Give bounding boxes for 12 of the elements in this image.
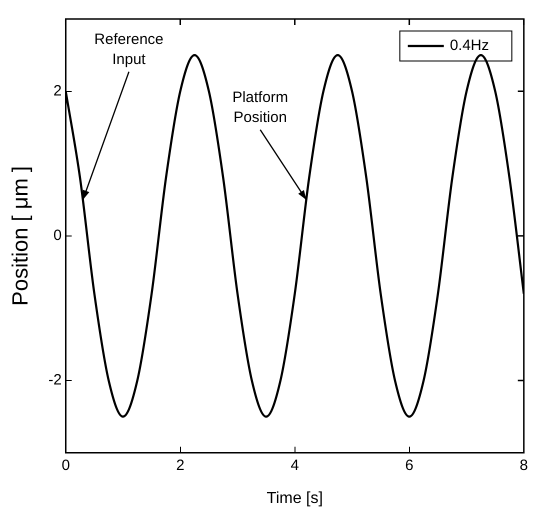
annotation: Reference Input bbox=[94, 30, 164, 68]
x-tick-label: 4 bbox=[290, 456, 299, 474]
y-tick-label: 0 bbox=[53, 227, 62, 244]
y-tick-label: 2 bbox=[53, 82, 62, 100]
legend-label: 0.4Hz bbox=[450, 37, 490, 54]
annotation: Platform Position bbox=[232, 88, 288, 126]
x-tick-label: 6 bbox=[405, 456, 414, 474]
y-axis-title: Position [ μm ] bbox=[7, 166, 32, 306]
y-tick-label: -2 bbox=[48, 372, 62, 389]
x-axis-title: Time [s] bbox=[266, 490, 323, 507]
x-tick-label: 8 bbox=[520, 456, 528, 474]
x-tick-label: 2 bbox=[176, 456, 184, 474]
